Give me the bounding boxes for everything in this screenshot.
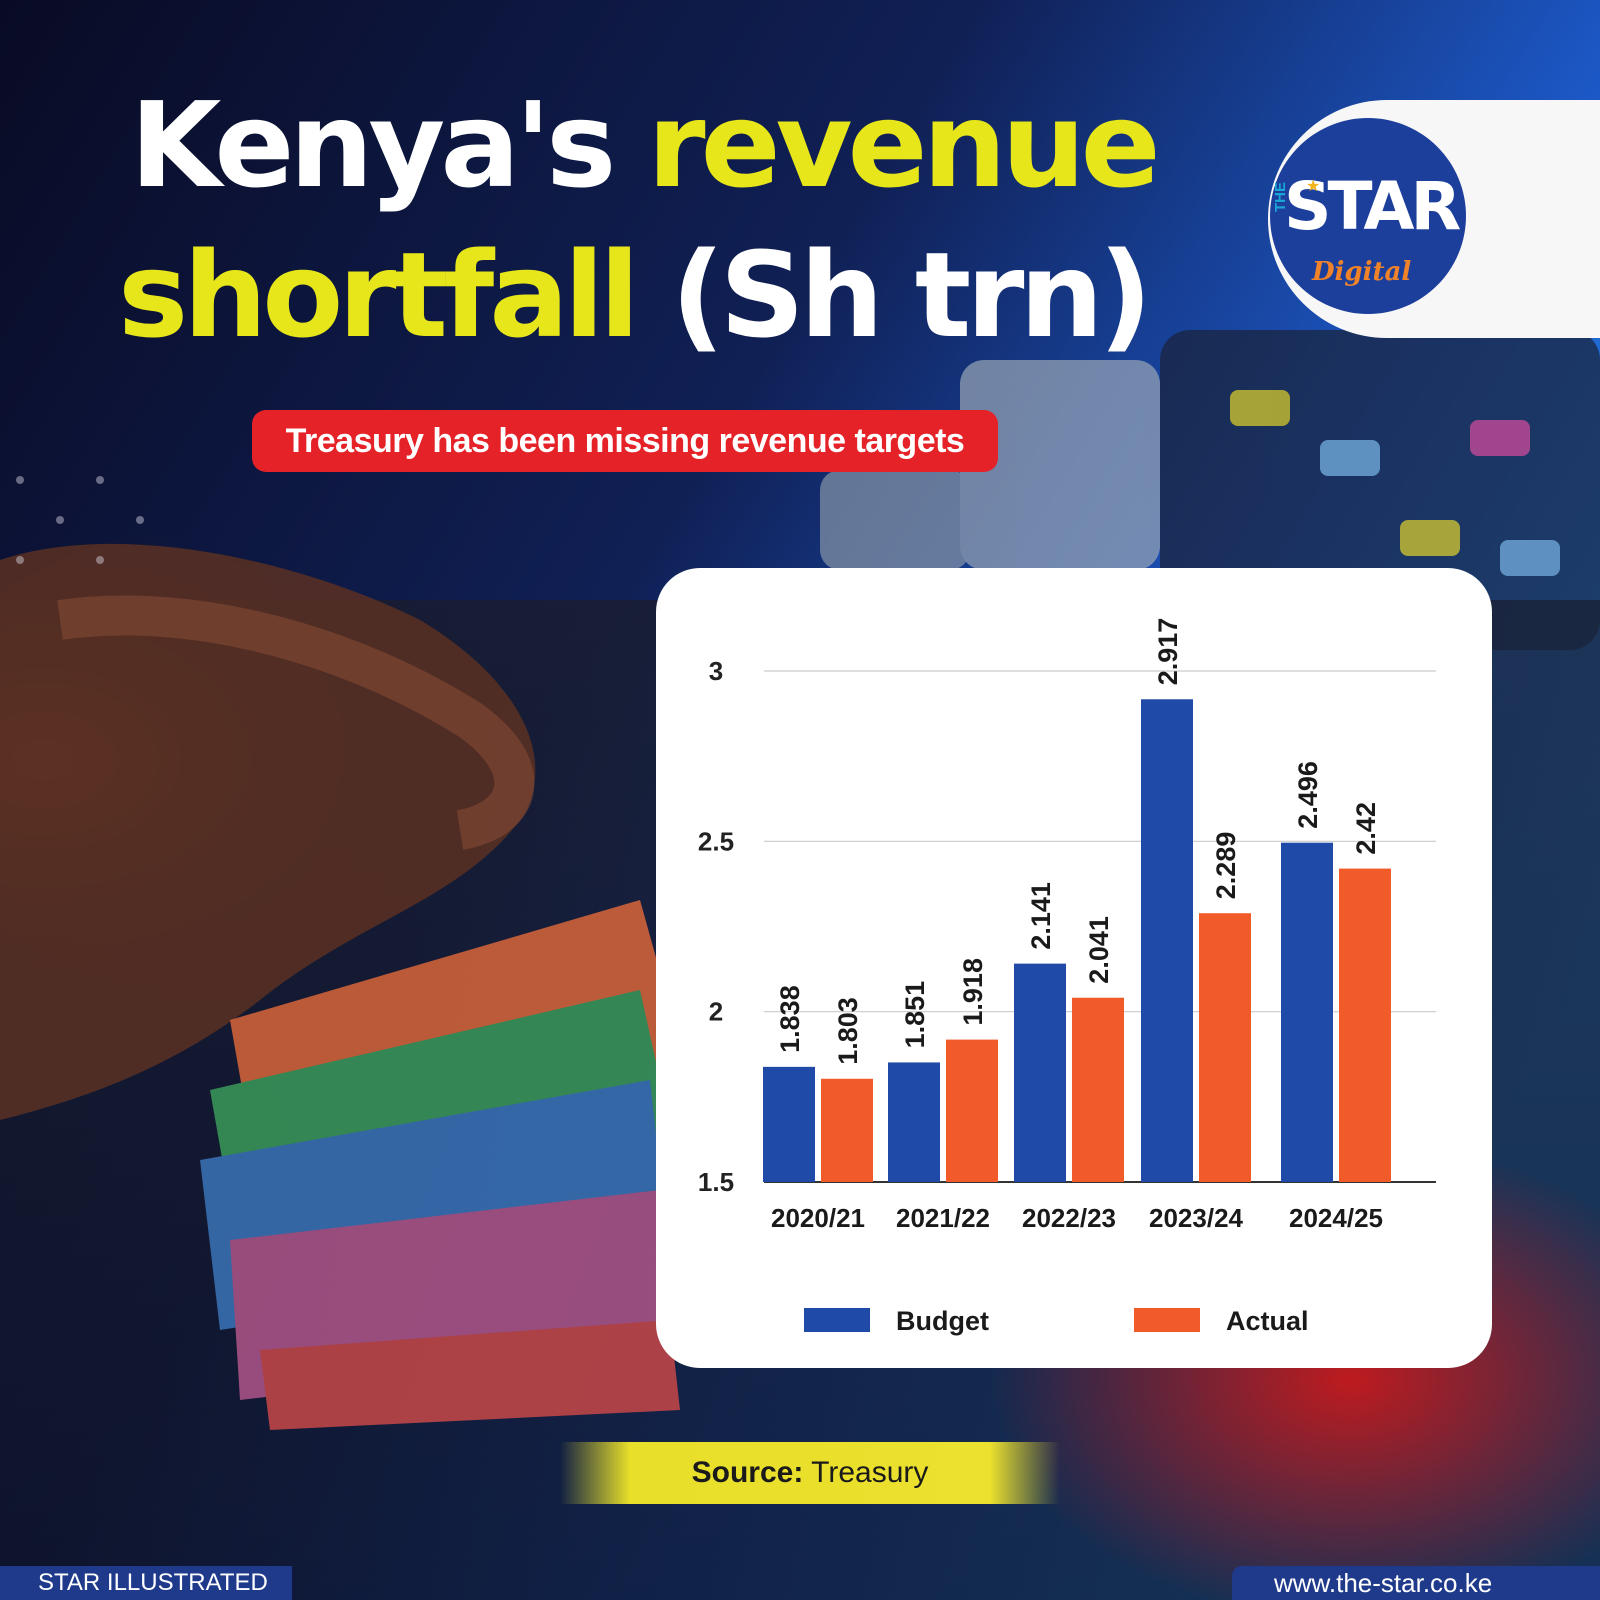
title-line-2: shortfall (Sh trn) [118,236,1152,354]
y-tick-label: 2.5 [698,826,734,856]
source-value: Treasury [811,1456,929,1489]
data-label-budget: 1.851 [900,981,930,1049]
bar-actual [1072,997,1124,1182]
y-tick-label: 2 [709,997,723,1027]
bar-actual [946,1039,998,1182]
data-label-actual: 1.918 [958,958,988,1026]
title-line-1: Kenya's revenue [130,86,1161,204]
source-label: Source: [691,1456,804,1489]
subtitle-banner: Treasury has been missing revenue target… [252,410,998,472]
bar-budget [1014,963,1066,1182]
logo-digital-text: Digital [1312,257,1412,287]
data-label-actual: 2.041 [1084,916,1114,984]
legend-swatch-actual [1134,1308,1200,1332]
legend-label-budget: Budget [896,1306,989,1336]
the-star-logo [1270,118,1466,314]
footer-star-illustrated: STAR ILLUSTRATED [0,1566,292,1600]
footer-website-link[interactable]: www.the-star.co.ke [1232,1566,1600,1600]
data-label-budget: 2.917 [1153,618,1183,686]
data-label-actual: 2.289 [1211,832,1241,900]
source-banner: Source: Treasury [560,1442,1060,1504]
bar-actual [1339,868,1391,1182]
x-tick-label: 2023/24 [1149,1203,1244,1233]
data-label-budget: 2.496 [1293,761,1323,829]
x-tick-label: 2022/23 [1022,1203,1116,1233]
bar-budget [888,1062,940,1182]
data-label-budget: 1.838 [775,985,805,1053]
bar-budget [763,1066,815,1182]
data-label-budget: 2.141 [1026,882,1056,950]
star-icon: ★ [1306,178,1321,195]
title-shortfall: shortfall [118,226,640,364]
revenue-bar-chart: 1.5 2 2.5 3 1.838 1.803 2020/21 1.851 1.918 2021/… [698,618,1436,1336]
y-tick-label: 3 [709,656,723,686]
bar-budget [1141,699,1193,1182]
bar-budget [1281,842,1333,1182]
title-revenue: revenue [647,76,1160,214]
x-tick-label: 2024/25 [1289,1203,1383,1233]
bar-actual [821,1078,873,1182]
data-label-actual: 1.803 [833,997,863,1065]
legend-label-actual: Actual [1226,1306,1309,1336]
y-tick-label: 1.5 [698,1167,734,1197]
data-label-actual: 2.42 [1351,802,1381,855]
logo-star-text: STAR [1284,168,1461,245]
title-kenyas: Kenya's [130,76,616,214]
x-tick-label: 2021/22 [896,1203,990,1233]
legend-swatch-budget [804,1308,870,1332]
bar-actual [1199,913,1251,1182]
title-unit: (Sh trn) [670,226,1153,364]
x-tick-label: 2020/21 [771,1203,865,1233]
